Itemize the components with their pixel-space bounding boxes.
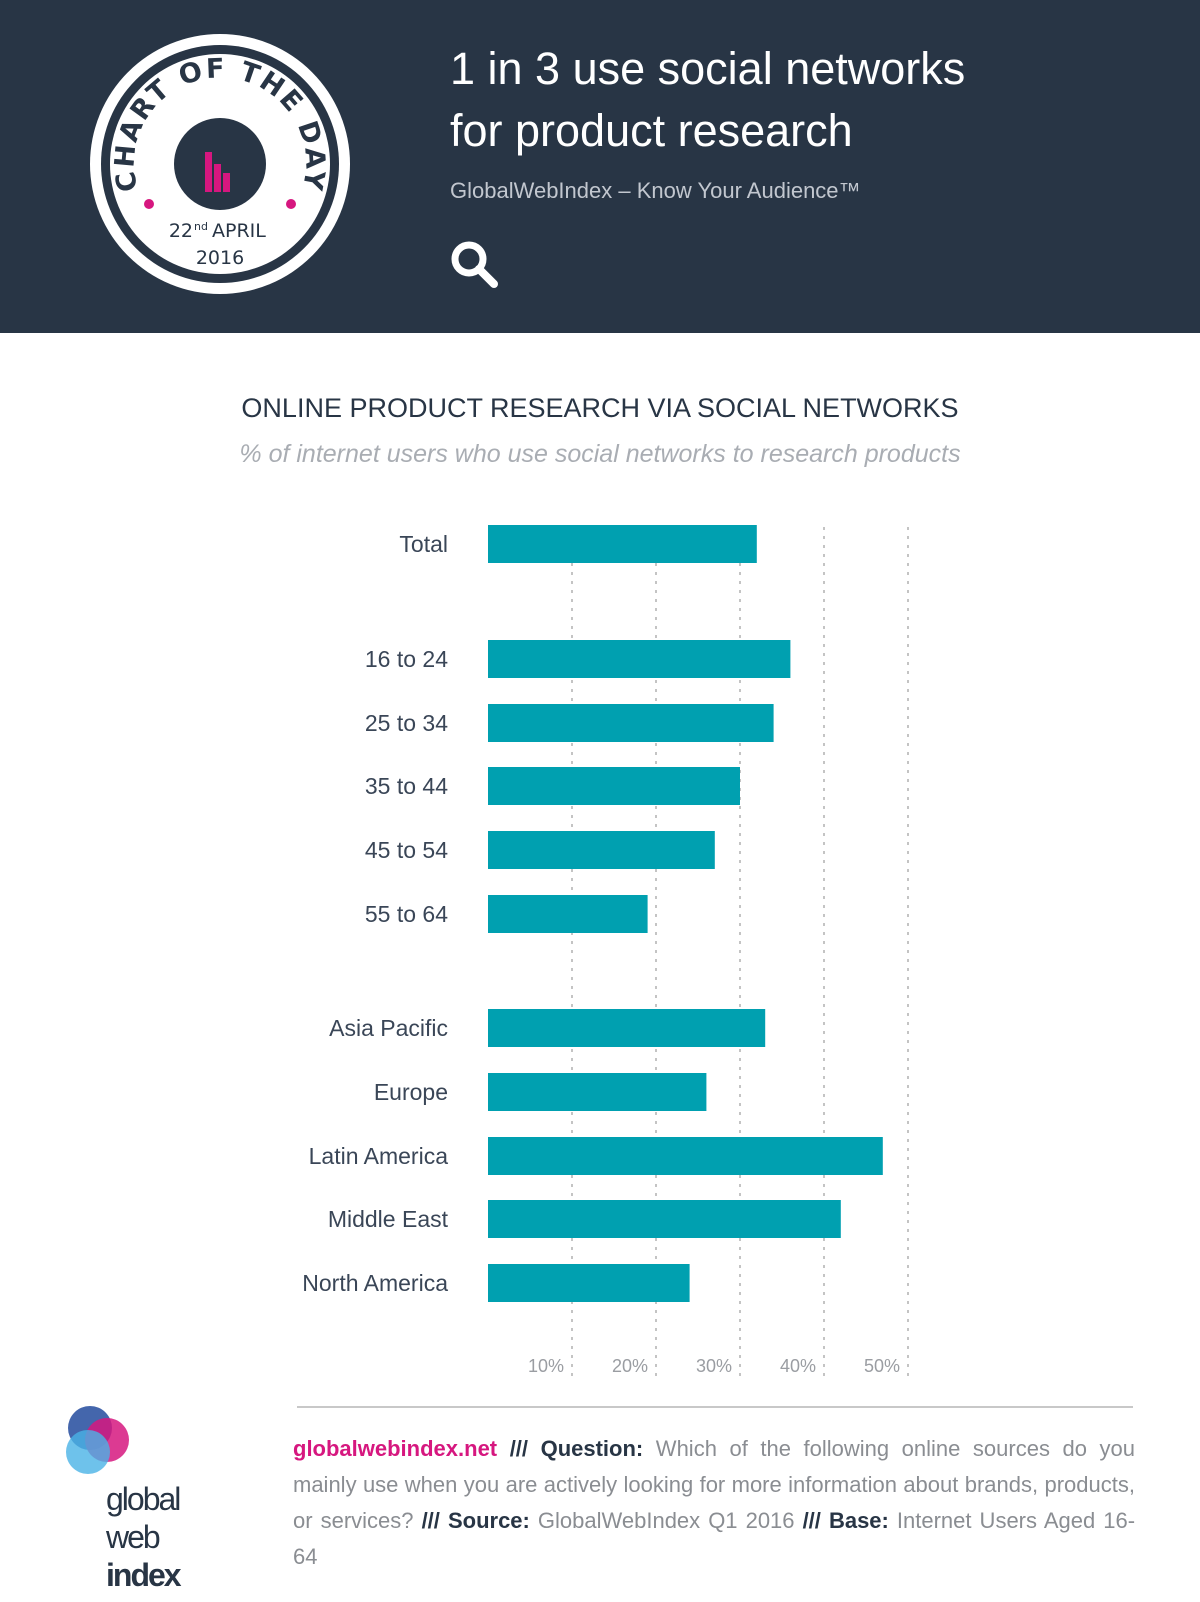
bar xyxy=(488,525,757,563)
footer-note: globalwebindex.net /// Question: Which o… xyxy=(293,1436,1136,1569)
category-label: Total xyxy=(399,531,448,557)
tick-label: 10% xyxy=(528,1356,564,1376)
category-label: 45 to 54 xyxy=(365,837,448,863)
category-label: Latin America xyxy=(309,1143,449,1169)
search-icon[interactable] xyxy=(450,240,500,290)
bar xyxy=(488,640,791,678)
bar xyxy=(488,1264,690,1302)
bar xyxy=(488,1137,883,1175)
bar xyxy=(488,767,740,805)
bar xyxy=(488,1200,841,1238)
globalwebindex-logo: global web index xyxy=(66,1406,184,1593)
category-label: 16 to 24 xyxy=(365,646,448,672)
bar xyxy=(488,704,774,742)
page-subtitle: GlobalWebIndex – Know Your Audience™ xyxy=(450,178,861,203)
badge-year: 2016 xyxy=(196,247,244,269)
badge-month: APRIL xyxy=(212,220,266,242)
badge-suffix: nd xyxy=(194,220,208,233)
title-line-1: 1 in 3 use social networks xyxy=(450,43,966,94)
header: CHART OF THE DAY 22 nd APRIL 2016 1 in 3… xyxy=(0,0,1200,333)
chart-of-the-day-badge: CHART OF THE DAY 22 nd APRIL 2016 xyxy=(90,34,350,294)
category-label: 25 to 34 xyxy=(365,710,448,736)
tick-label: 40% xyxy=(780,1356,816,1376)
svg-text:global: global xyxy=(106,1481,179,1517)
svg-text:index: index xyxy=(106,1557,182,1593)
category-label: 35 to 44 xyxy=(365,773,448,799)
bar xyxy=(488,1009,766,1047)
category-label: Europe xyxy=(374,1079,448,1105)
chart-title: ONLINE PRODUCT RESEARCH VIA SOCIAL NETWO… xyxy=(241,393,959,423)
bar xyxy=(488,831,715,869)
site-link[interactable]: globalwebindex.net xyxy=(293,1436,498,1461)
category-label: North America xyxy=(302,1270,448,1296)
tick-label: 50% xyxy=(864,1356,900,1376)
title-line-2: for product research xyxy=(450,105,853,156)
badge-day: 22 xyxy=(169,220,193,242)
bar-chart: 10% 20% 30% 40% 50% Total 16 to 24 25 to 34 35 t… xyxy=(302,525,909,1378)
tick-label: 20% xyxy=(612,1356,648,1376)
category-label: Asia Pacific xyxy=(329,1015,448,1041)
bar xyxy=(488,1073,707,1111)
page-title: 1 in 3 use social networks for product re… xyxy=(450,38,965,162)
bar xyxy=(488,895,648,933)
chart-subtitle: % of internet users who use social netwo… xyxy=(239,440,961,468)
category-label: 55 to 64 xyxy=(365,901,448,927)
divider xyxy=(297,1406,1133,1408)
svg-text:web: web xyxy=(105,1519,160,1555)
category-label: Middle East xyxy=(328,1206,449,1232)
tick-label: 30% xyxy=(696,1356,732,1376)
